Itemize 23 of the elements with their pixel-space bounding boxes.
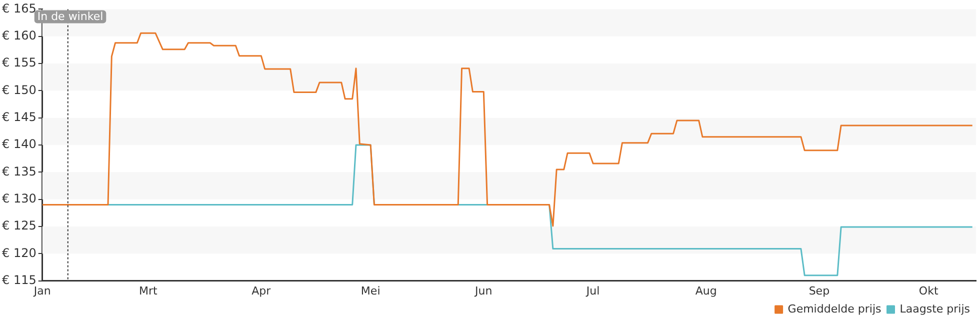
y-tick-label: € 125: [2, 218, 36, 233]
x-tick-label: Mrt: [138, 284, 158, 298]
x-tick-label: Aug: [695, 284, 717, 298]
ref-line-label: In de winkel: [37, 10, 104, 24]
y-tick-label: € 130: [2, 191, 36, 206]
y-tick-label: € 140: [2, 137, 36, 152]
x-tick-label: Jul: [585, 284, 600, 298]
x-tick-label: Jun: [474, 284, 492, 298]
y-tick-label: € 120: [2, 246, 36, 260]
x-tick-label: Jan: [32, 284, 51, 298]
y-tick-label: € 150: [2, 82, 36, 97]
y-tick-label: € 135: [2, 164, 36, 178]
legend-label: Laagste prijs: [900, 302, 970, 316]
x-tick-label: Apr: [252, 284, 272, 298]
x-tick-label: Sep: [808, 284, 830, 298]
x-tick-label: Okt: [918, 284, 939, 298]
y-tick-label: € 155: [2, 56, 36, 70]
x-tick-label: Mei: [360, 284, 380, 298]
legend-label: Gemiddelde prijs: [788, 302, 882, 316]
y-tick-label: € 145: [2, 110, 36, 124]
y-tick-label: € 115: [2, 272, 36, 287]
y-tick-label: € 165: [2, 1, 36, 16]
y-tick-label: € 160: [2, 28, 36, 42]
